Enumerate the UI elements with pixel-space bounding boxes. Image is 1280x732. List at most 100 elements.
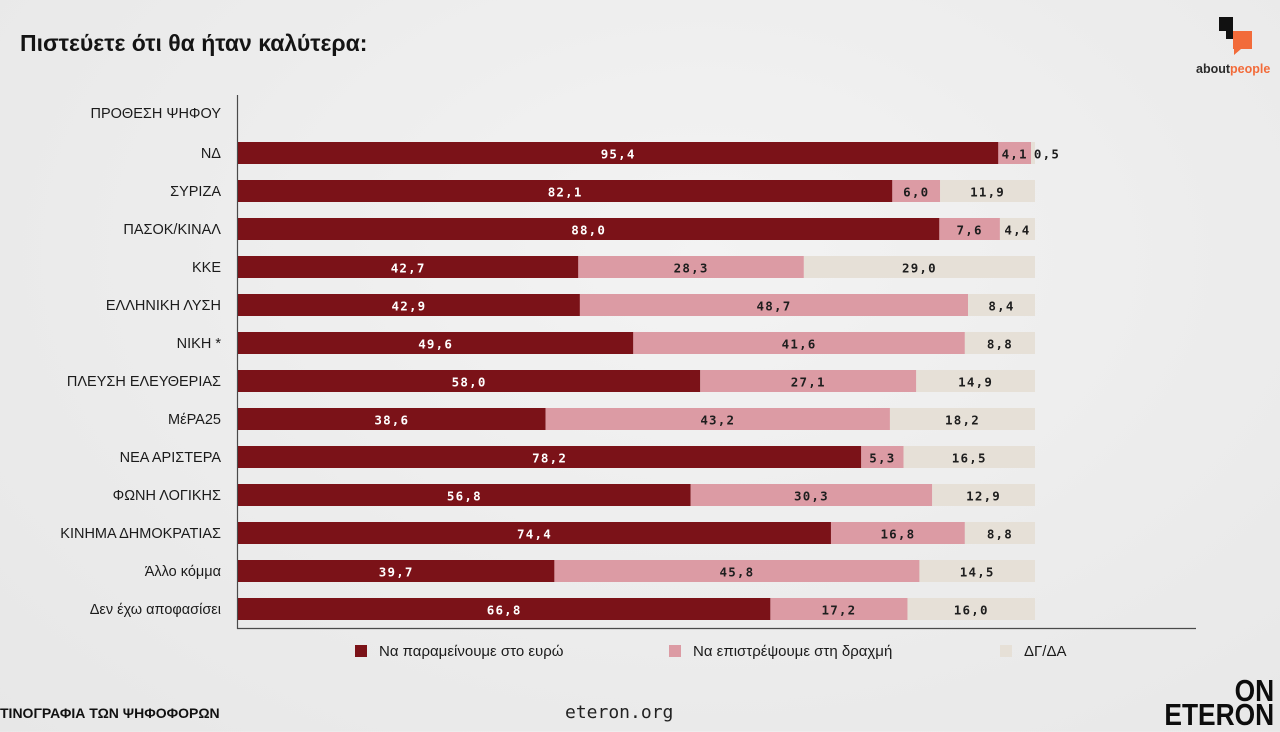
value-label: 42,9 bbox=[392, 299, 427, 314]
brand-people: people bbox=[1230, 62, 1271, 76]
bar-segment-euro bbox=[238, 180, 893, 202]
bar-segment-drachma bbox=[690, 484, 933, 506]
category-label: ΕΛΛΗΝΙΚΗ ΛΥΣΗ bbox=[106, 298, 221, 314]
bar-row: Δεν έχω αποφασίσει 66,8 17,2 16,0 bbox=[90, 598, 1035, 620]
legend-swatch-euro bbox=[355, 645, 367, 657]
bar-row: ΣΥΡΙΖΑ 82,1 6,0 11,9 bbox=[170, 180, 1035, 202]
bar-row: Άλλο κόμμα 39,7 45,8 14,5 bbox=[145, 560, 1035, 582]
bar-row: ΜέΡΑ25 38,6 43,2 18,2 bbox=[168, 408, 1035, 430]
bar-segment-euro bbox=[238, 218, 940, 240]
bar-row: ΝΙΚΗ * 49,6 41,6 8,8 bbox=[177, 332, 1035, 354]
value-label: 38,6 bbox=[374, 413, 409, 428]
category-label: ΜέΡΑ25 bbox=[168, 412, 221, 428]
bar-segment-drachma bbox=[998, 142, 1032, 164]
category-label: ΝΙΚΗ * bbox=[177, 336, 222, 352]
category-label: ΣΥΡΙΖΑ bbox=[170, 184, 221, 200]
value-label: 28,3 bbox=[674, 261, 709, 276]
legend-item-dk-na: ΔΓ/ΔΑ bbox=[1000, 642, 1066, 660]
category-label: ΚΚΕ bbox=[192, 260, 221, 276]
bar-segment-drachma bbox=[545, 408, 890, 430]
bar-segment-euro bbox=[238, 598, 771, 620]
value-label: 48,7 bbox=[757, 299, 792, 314]
bar-segment-euro bbox=[238, 142, 999, 164]
bar-row: ΚΚΕ 42,7 28,3 29,0 bbox=[192, 256, 1035, 278]
logo-line-eteron: ETERON bbox=[1164, 696, 1274, 732]
legend-swatch-dk-na bbox=[1000, 645, 1012, 657]
bar-segment-dk-na bbox=[964, 332, 1035, 354]
value-label: 16,0 bbox=[954, 603, 989, 618]
value-label: 41,6 bbox=[782, 337, 817, 352]
bar-segment-drachma bbox=[579, 294, 969, 316]
value-label: 74,4 bbox=[517, 527, 552, 542]
aboutpeople-logo-icon bbox=[1219, 17, 1252, 55]
legend-swatch-drachma bbox=[669, 645, 681, 657]
value-label: 14,9 bbox=[958, 375, 993, 390]
bar-segment-dk-na bbox=[1031, 142, 1035, 164]
value-label: 11,9 bbox=[970, 185, 1005, 200]
bar-row: ΝΕΑ ΑΡΙΣΤΕΡΑ 78,2 5,3 16,5 bbox=[120, 446, 1035, 468]
bar-segment-dk-na bbox=[907, 598, 1035, 620]
bar-segment-dk-na bbox=[999, 218, 1035, 240]
value-label: 5,3 bbox=[869, 451, 895, 466]
bar-segment-drachma bbox=[830, 522, 965, 544]
value-label: 4,4 bbox=[1004, 223, 1030, 238]
value-label: 49,6 bbox=[418, 337, 453, 352]
value-label: 12,9 bbox=[966, 489, 1001, 504]
category-label: ΝΔ bbox=[201, 146, 221, 162]
value-label: 43,2 bbox=[700, 413, 735, 428]
bar-segment-dk-na bbox=[903, 446, 1035, 468]
bar-segment-drachma bbox=[892, 180, 941, 202]
value-label: 66,8 bbox=[487, 603, 522, 618]
legend-item-euro: Να παραμείνουμε στο ευρώ bbox=[355, 642, 564, 660]
legend-label-dk-na: ΔΓ/ΔΑ bbox=[1024, 642, 1067, 660]
bar-segment-drachma bbox=[700, 370, 917, 392]
bar-segment-dk-na bbox=[964, 522, 1035, 544]
category-label: ΦΩΝΗ ΛΟΓΙΚΗΣ bbox=[113, 488, 221, 504]
legend-label-euro: Να παραμείνουμε στο ευρώ bbox=[379, 642, 564, 660]
bar-segment-drachma bbox=[554, 560, 920, 582]
bar-segment-euro bbox=[238, 294, 580, 316]
bar-segment-euro bbox=[238, 408, 546, 430]
category-label: Άλλο κόμμα bbox=[145, 564, 221, 580]
legend-item-drachma: Να επιστρέψουμε στη δραχμή bbox=[669, 642, 892, 660]
footer-website: eteron.org bbox=[565, 702, 674, 723]
value-label: 16,8 bbox=[880, 527, 915, 542]
bar-segment-dk-na bbox=[932, 484, 1035, 506]
value-label: 88,0 bbox=[571, 223, 606, 238]
bar-row: ΦΩΝΗ ΛΟΓΙΚΗΣ 56,8 30,3 12,9 bbox=[113, 484, 1035, 506]
bar-segment-euro bbox=[238, 522, 831, 544]
bar-segment-drachma bbox=[770, 598, 908, 620]
chart-title: Πιστεύετε ότι θα ήταν καλύτερα: bbox=[20, 30, 368, 56]
value-label: 42,7 bbox=[391, 261, 426, 276]
value-label: 8,8 bbox=[987, 527, 1013, 542]
bar-segment-euro bbox=[238, 370, 701, 392]
aboutpeople-logo-text: aboutpeople bbox=[1196, 62, 1270, 76]
bar-segment-drachma bbox=[861, 446, 904, 468]
bar-row: ΠΛΕΥΣΗ ΕΛΕΥΘΕΡΙΑΣ 58,0 27,1 14,9 bbox=[67, 370, 1035, 392]
bar-segment-euro bbox=[238, 560, 555, 582]
bar-segment-euro bbox=[238, 446, 862, 468]
value-label: 95,4 bbox=[601, 147, 636, 162]
value-label: 56,8 bbox=[447, 489, 482, 504]
value-label: 16,5 bbox=[952, 451, 987, 466]
value-label: 6,0 bbox=[903, 185, 929, 200]
category-label: ΝΕΑ ΑΡΙΣΤΕΡΑ bbox=[120, 450, 222, 466]
value-label: 4,1 bbox=[1002, 147, 1028, 162]
bar-segment-dk-na bbox=[889, 408, 1035, 430]
value-label: 45,8 bbox=[719, 565, 754, 580]
value-label: 0,5 bbox=[1034, 147, 1060, 162]
footer-series-title: ΤΙΝΟΓΡΑΦΙΑ ΤΩΝ ΨΗΦΟΦΟΡΩΝ bbox=[0, 705, 220, 721]
bar-segment-dk-na bbox=[940, 180, 1035, 202]
bar-row: ΚΙΝΗΜΑ ΔΗΜΟΚΡΑΤΙΑΣ 74,4 16,8 8,8 bbox=[60, 522, 1035, 544]
bar-segment-euro bbox=[238, 484, 691, 506]
bar-row: ΠΑΣΟΚ/ΚΙΝΑΛ 88,0 7,6 4,4 bbox=[123, 218, 1035, 240]
bar-segment-drachma bbox=[633, 332, 965, 354]
value-label: 29,0 bbox=[902, 261, 937, 276]
bar-segment-drachma bbox=[939, 218, 1000, 240]
logo-line-on: ON bbox=[1234, 673, 1274, 708]
value-label: 14,5 bbox=[960, 565, 995, 580]
bar-segment-dk-na bbox=[968, 294, 1035, 316]
value-label: 58,0 bbox=[452, 375, 487, 390]
bar-segment-drachma bbox=[578, 256, 804, 278]
value-label: 82,1 bbox=[548, 185, 583, 200]
